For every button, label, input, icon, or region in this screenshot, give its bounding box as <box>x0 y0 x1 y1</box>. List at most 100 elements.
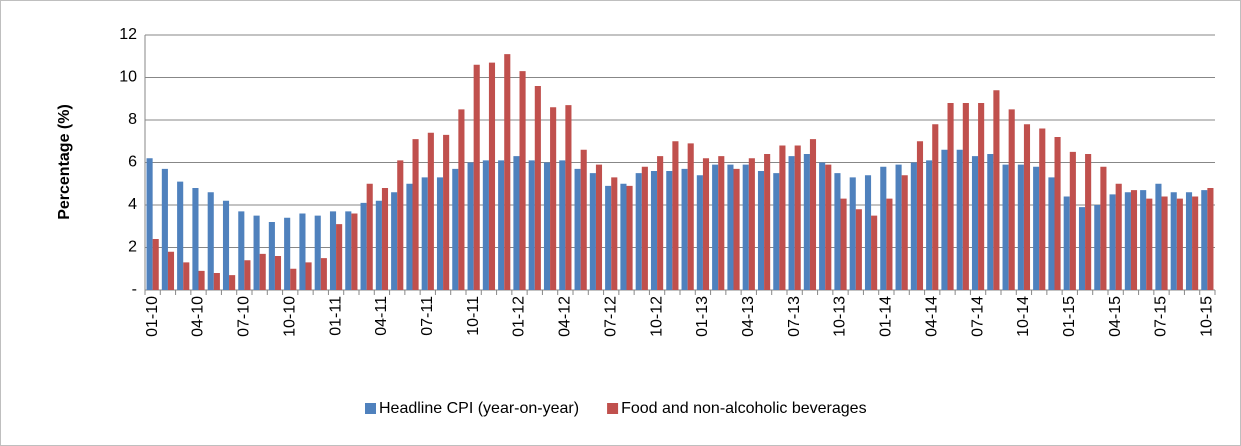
x-tick-label: 01-13 <box>694 296 711 337</box>
legend-label: Food and non-alcoholic beverages <box>621 400 867 417</box>
bar <box>550 107 557 290</box>
x-tick-label: 04-14 <box>923 296 940 337</box>
bar <box>840 198 847 290</box>
bar <box>1048 177 1055 290</box>
bar <box>742 164 749 290</box>
bar <box>971 156 979 290</box>
bar <box>1017 164 1024 290</box>
bar <box>803 154 810 290</box>
bar <box>727 164 734 290</box>
x-tick-label: 07-10 <box>236 296 253 337</box>
x-tick-label: 10-12 <box>648 296 665 337</box>
x-tick-label: 04-15 <box>1107 296 1124 337</box>
x-tick-label: 10-15 <box>1199 296 1216 337</box>
bar <box>687 143 694 290</box>
bar <box>336 224 343 290</box>
bar <box>488 62 496 290</box>
bar <box>1085 154 1092 290</box>
bar <box>1109 194 1116 290</box>
bar <box>559 160 566 290</box>
bar <box>238 211 245 290</box>
bar <box>284 217 291 290</box>
x-tick-label: 01-12 <box>511 296 528 337</box>
bar <box>910 162 917 290</box>
x-tick-label: 04-11 <box>373 296 390 336</box>
bar <box>794 145 801 290</box>
bar <box>360 202 367 290</box>
y-tick-label: 2 <box>128 239 137 256</box>
y-tick-label: 8 <box>128 111 137 128</box>
bar <box>1201 190 1208 290</box>
x-tick-label: 01-15 <box>1061 296 1078 337</box>
bar <box>320 258 327 290</box>
bar <box>1170 192 1177 290</box>
bar <box>244 260 251 290</box>
bar <box>177 181 184 290</box>
y-tick-label: 12 <box>119 26 137 43</box>
bar <box>421 177 428 290</box>
bar <box>702 158 710 290</box>
bar <box>259 253 266 290</box>
bar <box>733 168 740 290</box>
bar <box>626 185 633 290</box>
bar <box>681 168 688 290</box>
bar <box>1192 196 1199 290</box>
bar <box>819 162 826 290</box>
bar <box>329 211 337 290</box>
x-tick-label: 07-13 <box>786 296 803 337</box>
bar <box>1100 166 1107 290</box>
bar <box>366 183 373 290</box>
bar <box>458 109 465 290</box>
bar <box>427 132 434 290</box>
bar <box>1207 188 1214 290</box>
bar <box>595 164 603 290</box>
bar <box>274 256 282 290</box>
bar <box>213 273 220 290</box>
bar <box>886 198 893 290</box>
x-tick-label: 04-12 <box>557 296 574 337</box>
bar <box>452 168 459 290</box>
x-tick-label: 07-14 <box>969 296 986 337</box>
legend-swatch <box>365 403 376 414</box>
bar <box>519 71 526 290</box>
bar <box>534 86 541 290</box>
bar <box>871 215 878 290</box>
bar <box>895 164 902 290</box>
bar <box>1124 192 1131 290</box>
bar <box>1146 198 1153 290</box>
bar <box>962 103 969 290</box>
bar <box>1130 190 1138 290</box>
bar <box>406 183 413 290</box>
bar <box>1023 124 1031 290</box>
y-axis-label: Percentage (%) <box>56 104 73 220</box>
x-tick-label: 04-10 <box>190 296 207 337</box>
bar <box>207 192 214 290</box>
bar <box>696 175 703 290</box>
bar <box>198 270 205 290</box>
bar <box>528 160 535 290</box>
bar <box>167 251 175 290</box>
bar <box>504 54 511 290</box>
bar <box>825 164 832 290</box>
bar <box>1176 198 1183 290</box>
legend-swatch <box>607 403 619 414</box>
bar <box>1161 196 1168 290</box>
bar <box>641 166 648 290</box>
bar <box>834 173 841 290</box>
bar <box>467 162 474 290</box>
y-tick-label: 6 <box>128 154 137 171</box>
bar <box>657 156 664 290</box>
bar <box>1054 137 1061 290</box>
bar <box>345 211 352 290</box>
bar <box>947 103 954 290</box>
bar <box>580 149 587 290</box>
bar <box>978 103 985 290</box>
x-tick-label: 10-10 <box>281 296 298 337</box>
bar <box>605 185 612 290</box>
x-tick-label: 07-15 <box>1153 296 1170 337</box>
bar <box>192 188 199 290</box>
bar <box>1140 190 1147 290</box>
bar <box>473 64 480 290</box>
